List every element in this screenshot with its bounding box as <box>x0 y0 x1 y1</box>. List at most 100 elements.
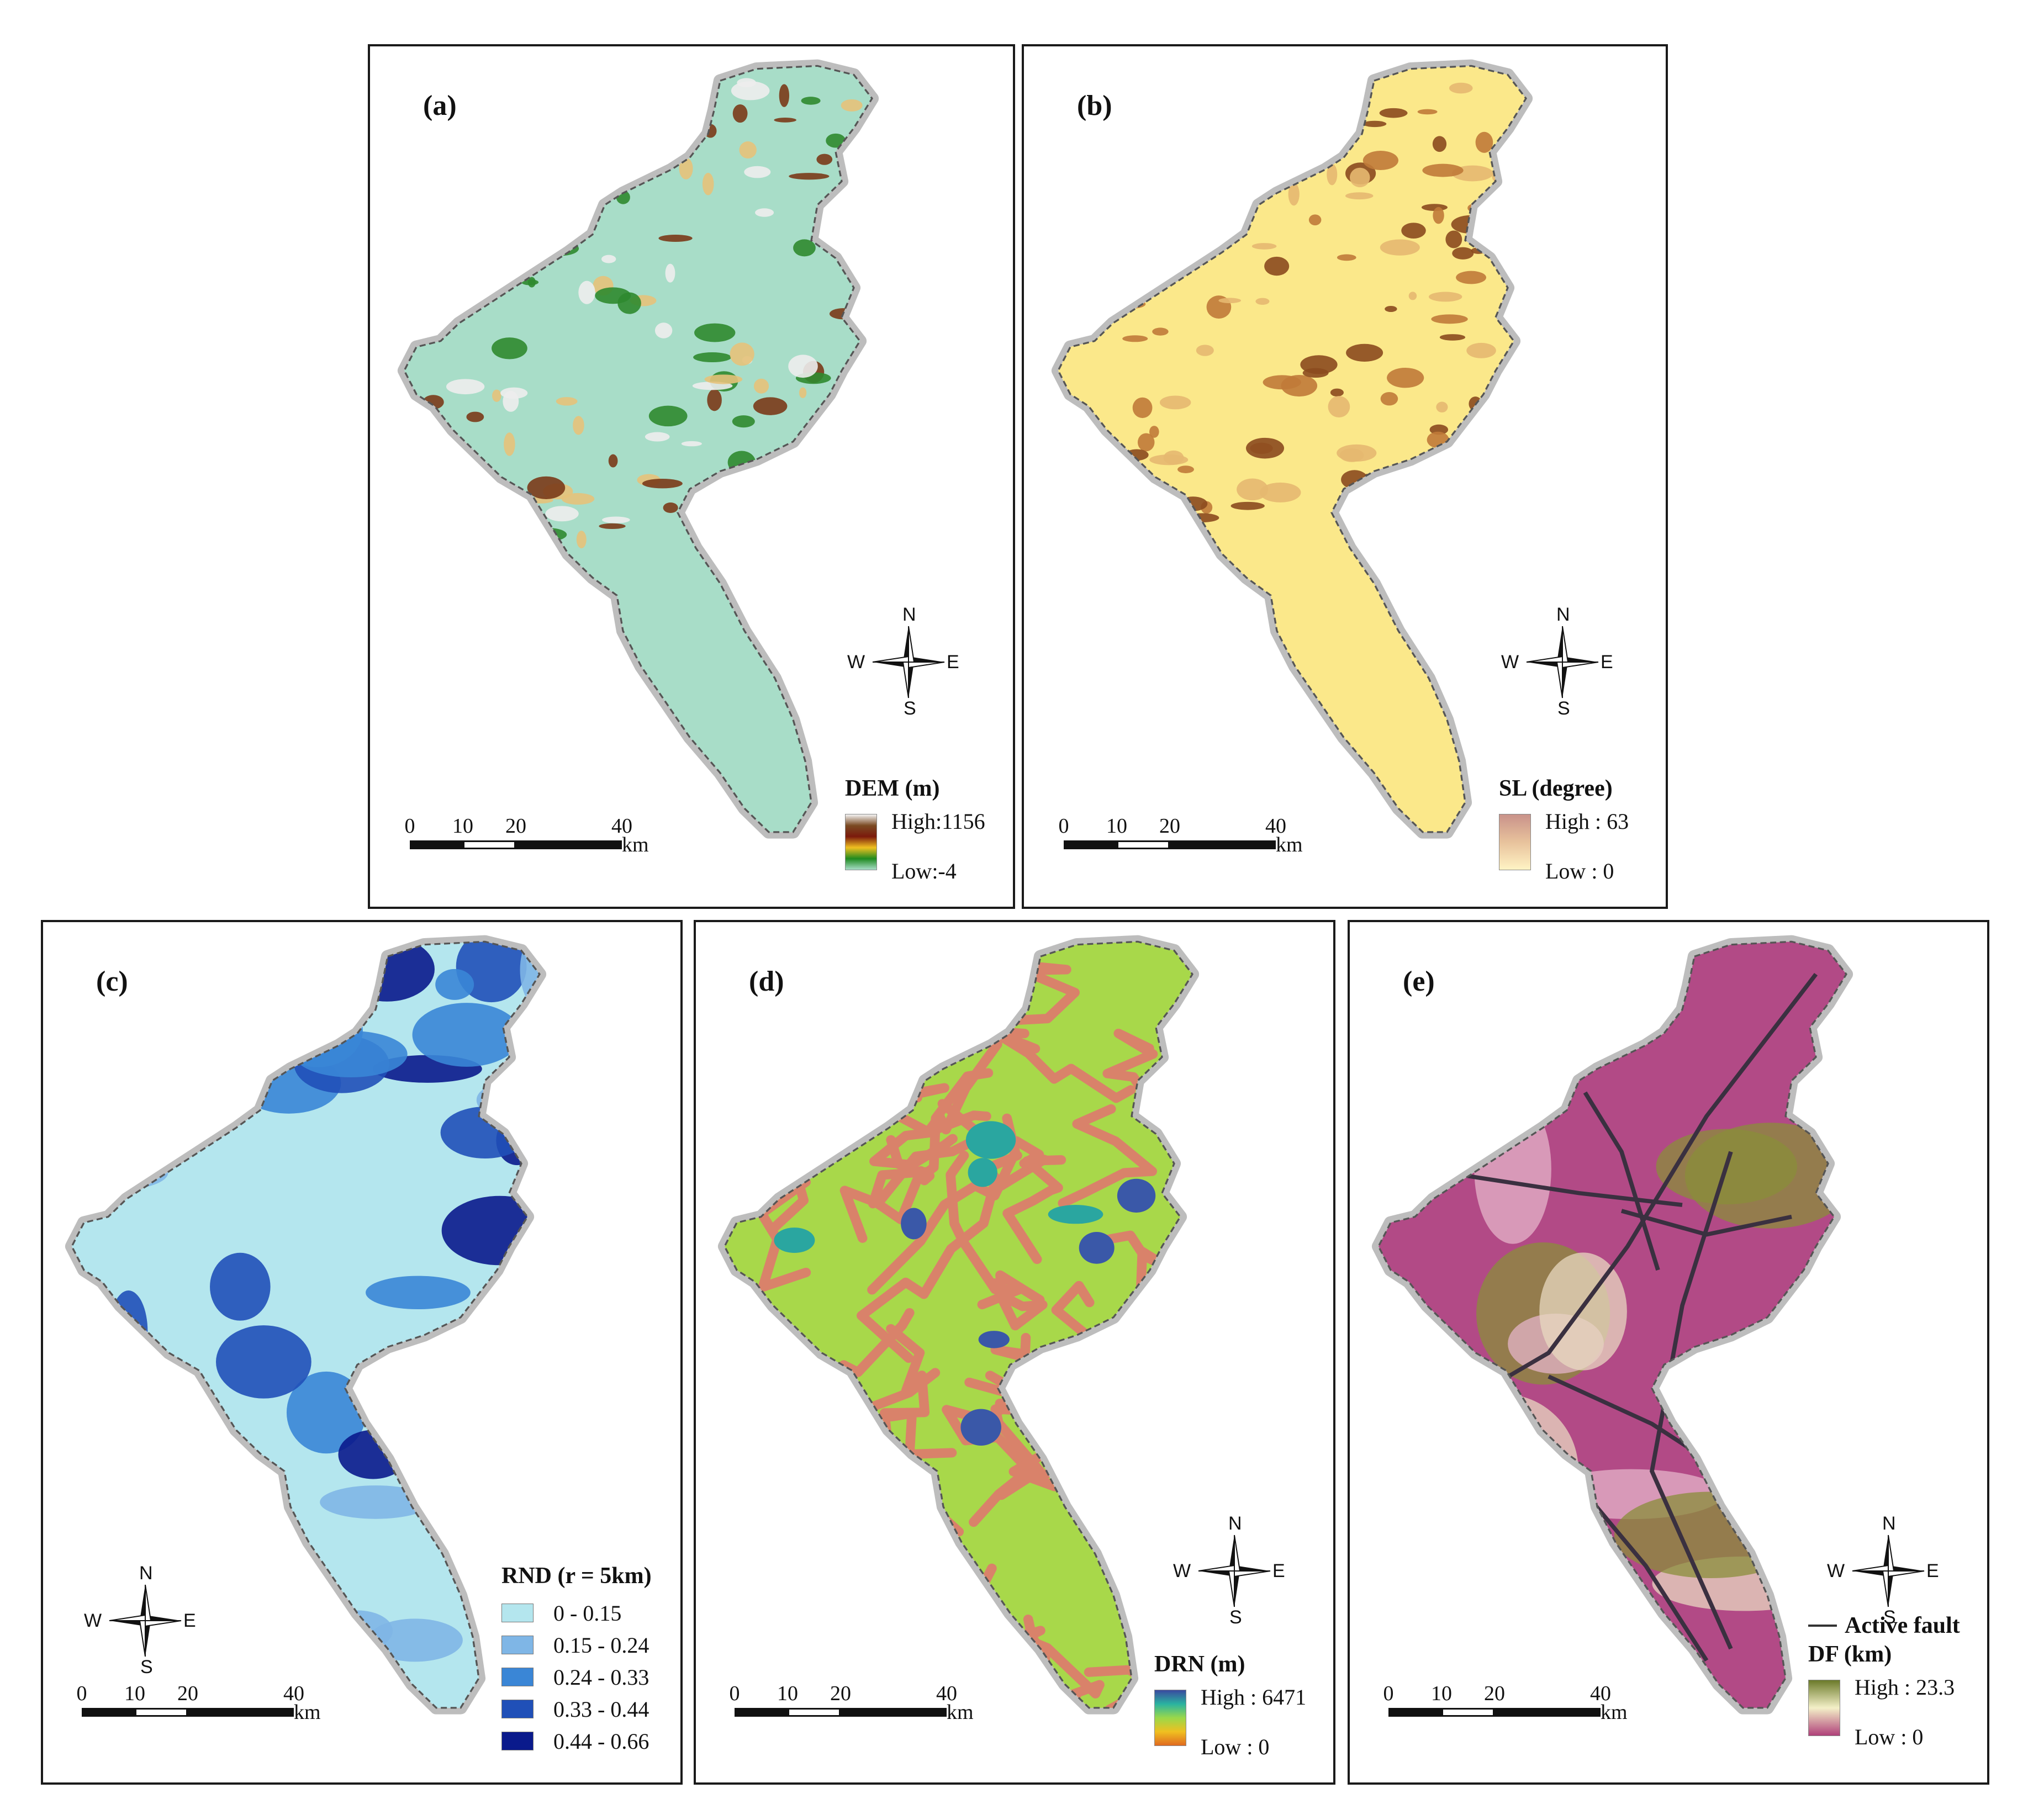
terrain-patch <box>1308 214 1322 226</box>
active-fault-line <box>1463 1173 1683 1207</box>
terrain-patch <box>1432 136 1447 152</box>
legend-class: 0.44 - 0.66 <box>501 1725 652 1757</box>
map-legend: SL (degree) High : 63 Low : 0 <box>1499 775 1666 907</box>
terrain-patch <box>1328 396 1350 418</box>
stream-line <box>796 1589 879 1672</box>
stream-line <box>867 1113 1021 1295</box>
terrain-patch <box>602 516 630 523</box>
stream-line <box>759 1528 968 1598</box>
terrain-patch <box>1218 298 1242 304</box>
terrain-patch <box>638 72 660 80</box>
stream-line <box>868 1135 935 1225</box>
terrain-patch <box>1177 465 1194 473</box>
terrain-patch <box>1270 131 1311 151</box>
terrain-patch <box>1385 306 1397 313</box>
map-panel-b: (b) N S E W 0 10 20 40 km SL (degree) High : 63… <box>1022 44 1668 909</box>
legend-color-ramp <box>845 814 877 870</box>
terrain-patch <box>753 378 769 394</box>
terrain-patch <box>1136 170 1162 189</box>
legend-class-label: 0 - 0.15 <box>553 1600 622 1626</box>
distance-patch <box>1379 1031 1524 1118</box>
terrain-patch <box>1095 266 1117 287</box>
terrain-patch <box>556 397 578 406</box>
terrain-patch <box>1113 166 1129 187</box>
active-fault-line <box>1487 973 1818 1390</box>
distance-patch <box>1117 1178 1156 1213</box>
terrain-patch <box>1300 355 1338 374</box>
scale-tick-label: 40 <box>611 814 632 838</box>
terrain-patch <box>254 1601 298 1669</box>
terrain-patch <box>767 512 802 531</box>
legend-high-label: High : 63 <box>1545 809 1629 834</box>
terrain-patch <box>546 154 577 168</box>
scale-tick-label: 0 <box>1383 1682 1394 1705</box>
scale-segment <box>135 1708 188 1717</box>
terrain-patch <box>681 441 702 447</box>
terrain-patch <box>607 88 647 102</box>
terrain-patch <box>665 263 675 283</box>
distance-patch <box>978 1331 1010 1348</box>
legend-color-ramp <box>1808 1680 1840 1736</box>
legend-class: 0.33 - 0.44 <box>501 1693 652 1725</box>
terrain-patch <box>1513 484 1525 504</box>
distance-patch <box>1048 1205 1103 1224</box>
legend-swatch <box>501 1636 534 1654</box>
terrain-patch <box>1330 388 1344 397</box>
stream-line <box>738 971 814 1130</box>
terrain-patch <box>510 126 521 134</box>
scale-bar: 0 10 20 40 km <box>1059 814 1329 864</box>
terrain-patch <box>1149 454 1189 465</box>
compass-n: N <box>1882 1513 1896 1534</box>
terrain-patch <box>132 1458 231 1511</box>
panel-label: (c) <box>96 966 128 997</box>
terrain-patch <box>663 502 678 513</box>
terrain-patch <box>1362 151 1398 170</box>
terrain-patch <box>739 141 757 159</box>
compass-e: E <box>1272 1560 1285 1581</box>
legend-class: 0.15 - 0.24 <box>501 1629 652 1661</box>
terrain-patch <box>732 415 755 428</box>
terrain-patch <box>406 1458 526 1505</box>
legend-class-label: 0.44 - 0.66 <box>553 1728 649 1754</box>
scale-segment <box>463 840 516 849</box>
scale-tick-label: 40 <box>936 1682 957 1705</box>
terrain-patch <box>1508 207 1527 222</box>
terrain-patch <box>567 117 585 126</box>
terrain-patch <box>816 154 833 165</box>
terrain-patch <box>545 214 558 226</box>
north-arrow-icon: N S E W <box>1501 604 1615 719</box>
stream-line <box>1058 1104 1157 1208</box>
distance-patch <box>1503 1494 1598 1570</box>
boundary-line <box>1057 65 1527 833</box>
map-legend: DEM (m) High:1156 Low:-4 <box>845 775 1013 907</box>
map-legend: Active fault DF (km) High : 23.3 Low : 0 <box>1808 1612 1985 1778</box>
terrain-patch <box>694 323 736 342</box>
terrain-patch <box>438 260 457 266</box>
terrain-patch <box>748 473 773 496</box>
stream-line <box>725 1502 812 1557</box>
compass-n: N <box>902 604 916 625</box>
terrain-patch <box>1362 120 1387 128</box>
terrain-patch <box>702 172 714 195</box>
terrain-patch <box>755 208 774 217</box>
terrain-patch <box>435 187 456 204</box>
terrain-patch <box>1159 395 1191 410</box>
terrain-patch <box>514 161 521 172</box>
terrain-patch <box>576 531 587 548</box>
stream-line <box>989 1270 1048 1331</box>
legend-fault-label: Active fault <box>1845 1613 1960 1638</box>
terrain-patch <box>492 337 527 359</box>
panel-label: (a) <box>423 90 457 121</box>
terrain-patch <box>543 203 569 218</box>
legend-title: DEM (m) <box>845 776 940 801</box>
terrain-patch <box>855 528 869 543</box>
compass-w: W <box>1173 1560 1191 1581</box>
terrain-patch <box>1329 84 1361 92</box>
terrain-patch <box>774 118 796 123</box>
compass-n: N <box>1556 604 1570 625</box>
terrain-patch <box>846 215 872 228</box>
stream-line <box>1002 1155 1066 1265</box>
terrain-patch <box>730 342 754 366</box>
compass-s: S <box>1557 698 1570 719</box>
terrain-patch <box>1428 292 1462 302</box>
